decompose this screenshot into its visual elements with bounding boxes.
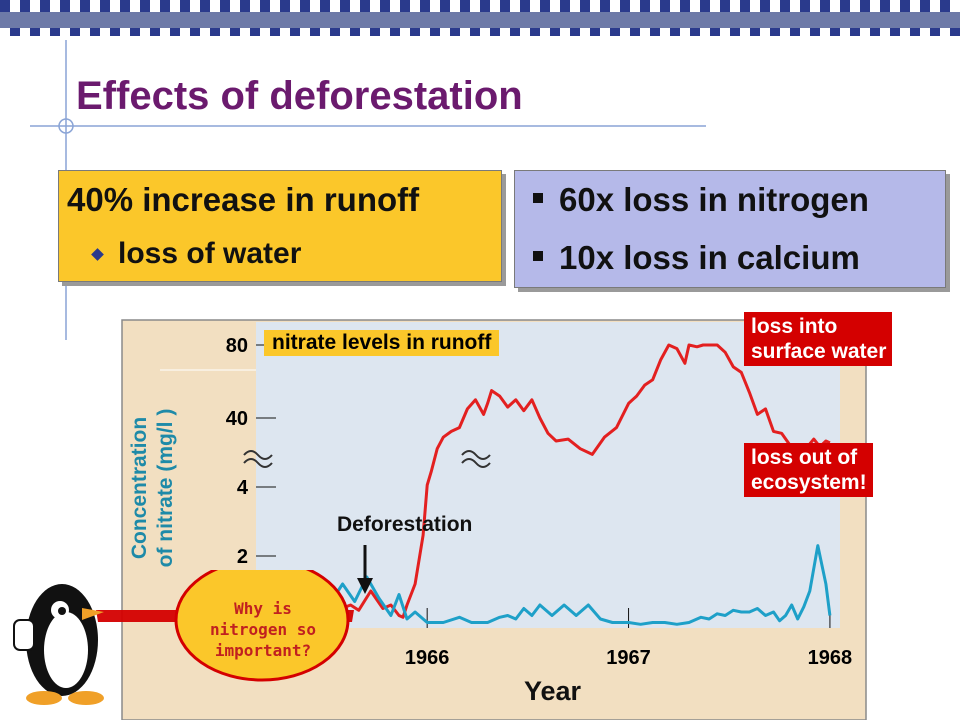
x-axis-label: Year bbox=[524, 676, 582, 706]
runoff-bullet-text: loss of water bbox=[118, 237, 302, 270]
header-bar bbox=[0, 0, 960, 40]
deforestation-arrow bbox=[357, 545, 373, 594]
surface-water-callout: loss into surface water bbox=[744, 312, 893, 366]
nutrient-loss-box: 60x loss in nitrogen 10x loss in calcium bbox=[514, 170, 946, 288]
y-tick-label: 80 bbox=[226, 335, 248, 357]
ecosystem-callout: loss out of ecosystem! bbox=[744, 443, 873, 497]
y-tick-label: 2 bbox=[237, 546, 248, 568]
runoff-info-box: 40% increase in runoff loss of water bbox=[58, 170, 502, 282]
axis-break-mark bbox=[243, 450, 273, 468]
square-bullet-icon bbox=[533, 193, 543, 204]
x-tick-label: 1966 bbox=[405, 647, 450, 669]
axis-break-mark bbox=[461, 450, 491, 468]
speech-bubble-text: Why is nitrogen so important? bbox=[210, 599, 316, 660]
runoff-headline: 40% increase in runoff bbox=[67, 181, 420, 218]
calcium-loss-text: 10x loss in calcium bbox=[559, 239, 860, 276]
nitrogen-loss-item: 60x loss in nitrogen bbox=[533, 181, 869, 219]
y-axis-label: Concentration of nitrate (mg/l ) bbox=[118, 360, 194, 600]
square-bullet-icon bbox=[533, 251, 543, 262]
y-tick-label: 4 bbox=[237, 477, 249, 499]
x-tick-label: 1967 bbox=[606, 647, 651, 669]
chart-title: nitrate levels in runoff bbox=[264, 330, 500, 356]
x-tick-label: 1968 bbox=[808, 647, 853, 669]
slide-title: Effects of deforestation bbox=[76, 74, 523, 118]
penguin-mascot-icon bbox=[13, 570, 354, 705]
series-line-red bbox=[275, 343, 831, 619]
nitrogen-loss-text: 60x loss in nitrogen bbox=[559, 181, 869, 218]
header-checker-pattern bbox=[0, 0, 960, 36]
deforestation-annotation: Deforestation bbox=[337, 513, 473, 536]
runoff-bullet: loss of water bbox=[91, 237, 302, 271]
calcium-loss-item: 10x loss in calcium bbox=[533, 239, 860, 277]
y-tick-label: 40 bbox=[226, 408, 248, 430]
series-line-blue bbox=[297, 544, 832, 626]
